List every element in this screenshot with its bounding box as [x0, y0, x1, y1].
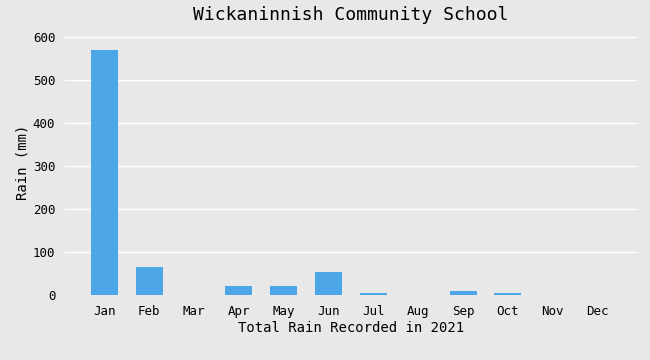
Bar — [226, 286, 252, 295]
Bar — [91, 50, 118, 295]
Bar — [270, 286, 297, 295]
Bar — [315, 271, 342, 295]
Bar — [136, 267, 162, 295]
X-axis label: Total Rain Recorded in 2021: Total Rain Recorded in 2021 — [238, 321, 464, 335]
Bar — [495, 293, 521, 295]
Bar — [450, 291, 476, 295]
Bar — [360, 293, 387, 295]
Y-axis label: Rain (mm): Rain (mm) — [16, 124, 30, 200]
Title: Wickaninnish Community School: Wickaninnish Community School — [193, 6, 509, 24]
